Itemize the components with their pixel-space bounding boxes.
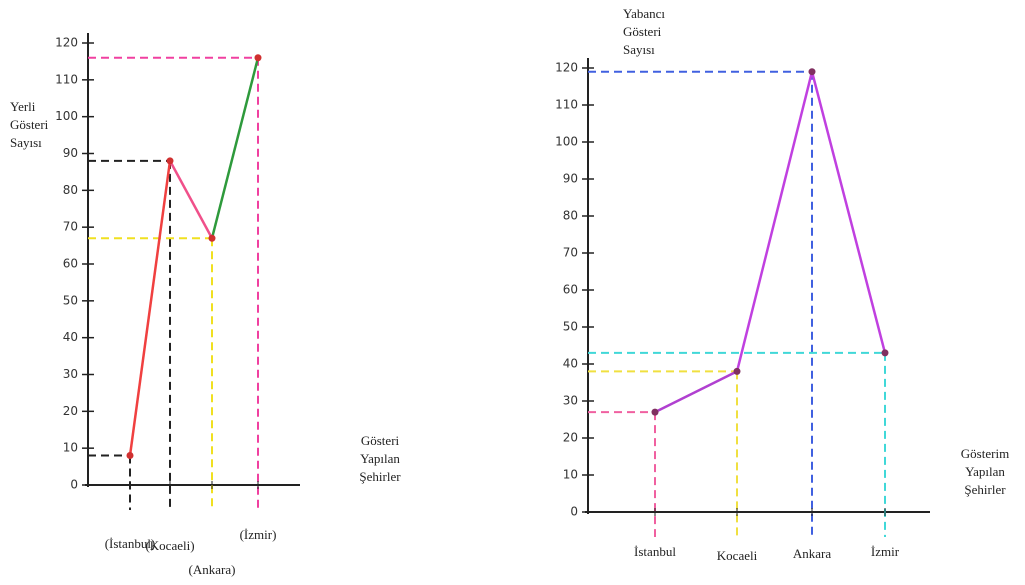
y-tick-label: 90	[563, 172, 578, 186]
point	[734, 368, 741, 375]
point	[167, 157, 174, 164]
y-tick-label: 0	[570, 505, 578, 519]
y-tick-label: 10	[63, 441, 78, 455]
y-tick-label: 70	[63, 220, 78, 234]
y-tick-label: 90	[63, 146, 78, 160]
y-axis-label: Sayısı	[623, 42, 655, 57]
x-axis-label: Yapılan	[965, 464, 1005, 479]
x-axis-label: Yapılan	[360, 451, 400, 466]
x-tick-label: Ankara	[793, 546, 831, 561]
y-tick-label: 30	[63, 367, 78, 381]
line-segment	[212, 58, 258, 238]
y-tick-label: 30	[563, 394, 578, 408]
y-tick-label: 110	[55, 72, 78, 86]
y-tick-label: 60	[563, 283, 578, 297]
line-segment	[737, 72, 812, 372]
point	[209, 235, 216, 242]
y-tick-label: 50	[563, 320, 578, 334]
y-tick-label: 0	[70, 478, 78, 492]
point	[127, 452, 134, 459]
y-tick-label: 40	[563, 357, 578, 371]
x-tick-label: İstanbul	[634, 544, 676, 559]
x-axis-label: Şehirler	[964, 482, 1006, 497]
y-tick-label: 40	[63, 330, 78, 344]
y-tick-label: 50	[63, 293, 78, 307]
page: 0102030405060708090100110120(İstanbul)(K…	[0, 0, 1025, 585]
y-axis-label: Yabancı	[623, 6, 665, 21]
x-tick-label: Kocaeli	[717, 548, 758, 563]
x-axis-label: Gösteri	[361, 433, 400, 448]
point	[809, 68, 816, 75]
line-segment	[170, 161, 212, 238]
y-tick-label: 60	[63, 257, 78, 271]
point	[882, 349, 889, 356]
y-axis-label: Gösteri	[623, 24, 662, 39]
y-tick-label: 100	[555, 135, 578, 149]
y-tick-label: 80	[63, 183, 78, 197]
y-tick-label: 100	[55, 109, 78, 123]
y-axis-label: Gösteri	[10, 117, 49, 132]
x-tick-label: (Ankara)	[189, 562, 236, 577]
x-axis-label: Gösterim	[961, 446, 1009, 461]
y-tick-label: 110	[555, 98, 578, 112]
y-axis-label: Sayısı	[10, 135, 42, 150]
y-axis-label: Yerli	[10, 99, 36, 114]
y-tick-label: 20	[63, 404, 78, 418]
y-tick-label: 20	[563, 431, 578, 445]
x-tick-label: (İzmir)	[240, 527, 277, 542]
y-tick-label: 10	[563, 468, 578, 482]
y-tick-label: 120	[555, 61, 578, 75]
x-tick-label: İzmir	[871, 544, 900, 559]
line-segment	[655, 371, 737, 412]
y-tick-label: 120	[55, 36, 78, 50]
line-segment	[130, 161, 170, 456]
y-tick-label: 80	[563, 209, 578, 223]
x-tick-label: (Kocaeli)	[145, 538, 194, 553]
y-tick-label: 70	[563, 246, 578, 260]
x-axis-label: Şehirler	[359, 469, 401, 484]
line-segment	[812, 72, 885, 353]
point	[255, 54, 262, 61]
point	[652, 409, 659, 416]
